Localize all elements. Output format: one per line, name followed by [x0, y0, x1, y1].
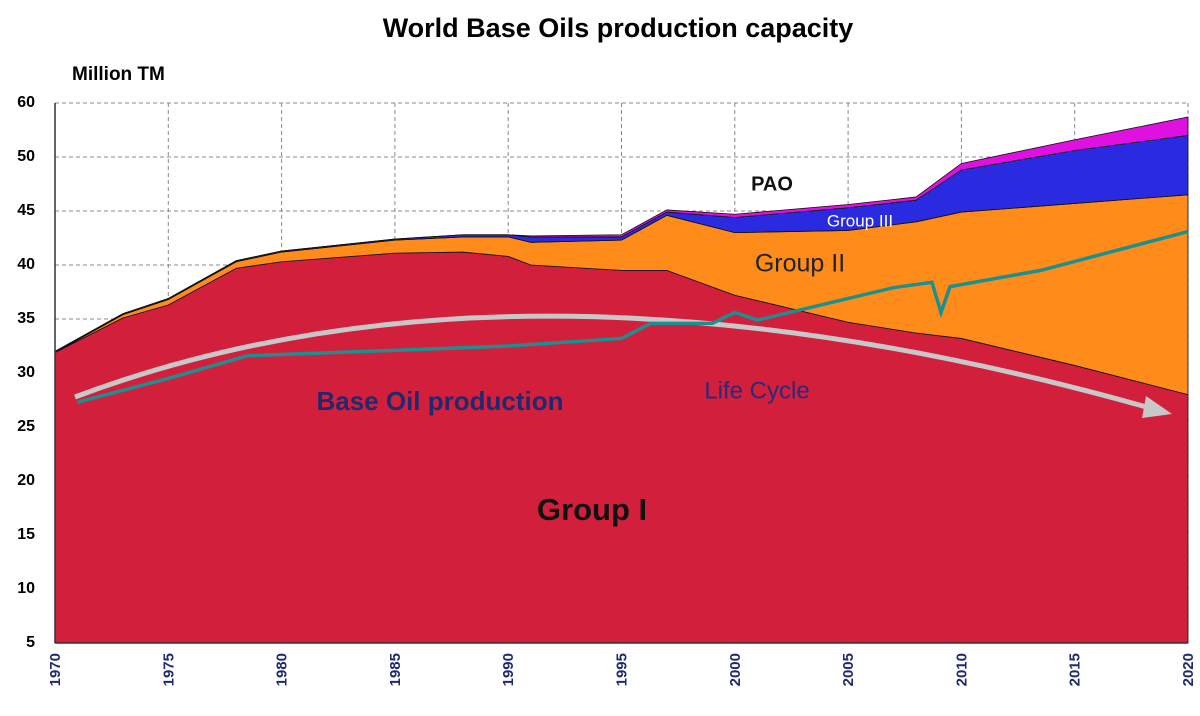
series-label: Group II	[755, 250, 845, 278]
chart-title: World Base Oils production capacity	[383, 13, 854, 43]
x-tick-label: 2005	[840, 653, 857, 686]
y-tick-label: 30	[17, 364, 35, 381]
y-tick-label: 40	[17, 256, 35, 273]
life-cycle-arrow	[74, 313, 1151, 411]
series-label: PAO	[751, 173, 793, 195]
x-tick-label: 1990	[500, 653, 517, 686]
x-tick-label: 1970	[47, 653, 64, 686]
x-tick-label: 2020	[1180, 653, 1197, 686]
y-tick-label: 20	[17, 472, 35, 489]
y-tick-label: 5	[26, 634, 35, 651]
production-line	[77, 229, 1189, 404]
y-tick-label: 45	[17, 202, 35, 219]
x-tick-label: 2000	[727, 653, 744, 686]
x-tick-label: 2010	[953, 653, 970, 686]
y-tick-label: 15	[17, 526, 35, 543]
x-tick-label: 2015	[1067, 653, 1084, 686]
life-cycle-arrowhead	[1142, 396, 1172, 418]
annotation: Life Cycle	[704, 377, 809, 404]
area-3	[54, 116, 1189, 352]
x-tick-label: 1975	[160, 653, 177, 686]
y-tick-label: 35	[17, 310, 35, 327]
series-label: Group I	[537, 492, 647, 527]
y-tick-label: 60	[17, 94, 35, 111]
y-tick-label: 25	[17, 418, 35, 435]
x-tick-label: 1995	[613, 653, 630, 686]
y-axis-label: Million TM	[72, 64, 165, 85]
line-label: Base Oil production	[316, 386, 563, 416]
series-label: Group III	[827, 211, 893, 230]
y-tick-label: 10	[17, 580, 35, 597]
x-tick-label: 1985	[387, 653, 404, 686]
y-tick-label: 50	[17, 148, 35, 165]
x-tick-label: 1980	[274, 653, 291, 686]
overlay	[74, 229, 1189, 418]
